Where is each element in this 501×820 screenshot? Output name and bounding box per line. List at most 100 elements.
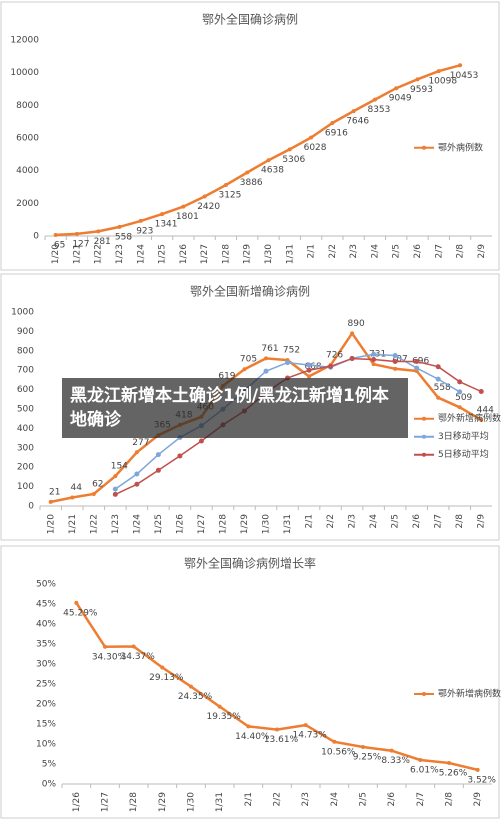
x-tick-label: 1/28 [218, 514, 228, 534]
point [198, 438, 204, 444]
x-tick-label: 2/6 [413, 244, 423, 259]
y-tick-label: 10% [36, 740, 56, 750]
x-tick-label: 1/31 [283, 514, 293, 534]
x-tick-label: 1/26 [179, 244, 189, 264]
x-tick-label: 2/4 [369, 514, 379, 529]
point [475, 767, 480, 772]
point [48, 499, 53, 504]
x-tick-label: 2/3 [301, 792, 311, 806]
data-label: 45.29% [63, 608, 98, 618]
point [181, 204, 186, 209]
x-tick-label: 1/21 [68, 514, 78, 534]
point [96, 229, 101, 234]
data-label: 726 [326, 351, 343, 361]
legend-marker [422, 416, 426, 421]
x-tick-label: 1/26 [175, 514, 185, 534]
data-label: 62 [92, 479, 103, 489]
point [263, 368, 269, 374]
x-tick-label: 1/22 [94, 244, 104, 264]
y-tick-label: 800 [17, 346, 34, 356]
chart-panel [0, 1, 500, 271]
y-tick-label: 0% [42, 780, 57, 790]
y-tick-label: 700 [17, 366, 34, 376]
data-label: 668 [304, 362, 321, 372]
point [414, 358, 420, 364]
data-label: 3886 [240, 178, 263, 188]
legend-label: 鄂外病例数 [438, 141, 483, 153]
point [458, 63, 463, 68]
data-label: 752 [283, 346, 300, 356]
data-label: 154 [111, 462, 128, 472]
chart-title: 鄂外全国确诊病例增长率 [184, 556, 316, 571]
x-tick-label: 1/27 [200, 244, 210, 264]
y-tick-label: 2000 [16, 199, 39, 209]
y-tick-label: 0 [28, 502, 34, 512]
y-tick-label: 6000 [16, 134, 39, 144]
point [160, 212, 165, 217]
point [303, 723, 308, 728]
point [160, 665, 165, 670]
point [394, 86, 399, 91]
x-tick-label: 1/25 [154, 514, 164, 534]
data-label: 9593 [410, 85, 433, 95]
legend-marker [422, 692, 426, 696]
legend-label: 5日移动平均 [438, 448, 489, 460]
data-label: 21 [49, 487, 60, 497]
data-label: 10453 [450, 71, 479, 81]
x-tick-label: 1/20 [51, 244, 61, 264]
x-tick-label: 1/27 [197, 514, 207, 534]
x-tick-label: 2/5 [391, 514, 401, 528]
data-label: 10098 [428, 77, 457, 87]
point [418, 757, 423, 762]
data-label: 3125 [218, 190, 241, 200]
x-tick-label: 1/22 [89, 514, 99, 534]
y-tick-label: 15% [36, 720, 56, 730]
x-tick-label: 1/23 [111, 514, 121, 534]
point [371, 351, 377, 357]
point [389, 748, 394, 753]
data-label: 19.35% [207, 712, 242, 722]
x-tick-label: 2/2 [328, 244, 338, 258]
point [275, 727, 279, 732]
data-label: 4638 [261, 166, 284, 176]
y-tick-label: 600 [17, 385, 34, 395]
x-tick-label: 2/7 [434, 244, 444, 258]
x-tick-label: 1/31 [215, 792, 225, 812]
x-tick-label: 2/9 [477, 244, 487, 259]
series-line [114, 357, 482, 496]
point [307, 374, 312, 379]
x-tick-label: 2/1 [244, 792, 254, 806]
point [134, 481, 140, 487]
point [447, 760, 451, 765]
data-label: 761 [261, 344, 278, 354]
x-tick-label: 2/1 [307, 244, 317, 258]
data-label: 34.37% [121, 652, 156, 662]
point [155, 467, 161, 473]
point [435, 364, 441, 370]
point [332, 739, 337, 744]
point [217, 704, 222, 709]
data-label: 705 [240, 355, 257, 365]
data-label: 14.40% [235, 732, 270, 742]
y-tick-label: 5% [42, 760, 57, 770]
point [478, 389, 484, 395]
data-label: 127 [72, 239, 89, 249]
point [287, 147, 292, 152]
y-tick-label: 25% [36, 680, 56, 690]
point [436, 395, 441, 400]
data-label: 923 [136, 226, 153, 236]
point [74, 231, 79, 236]
data-label: 277 [132, 438, 149, 448]
x-tick-label: 2/6 [412, 514, 422, 529]
point [392, 352, 398, 358]
series-line [55, 64, 461, 237]
data-label: 24.35% [178, 692, 213, 702]
point [189, 684, 193, 689]
data-label: 65 [54, 240, 65, 250]
legend-label: 3日移动平均 [438, 430, 489, 442]
point [202, 194, 207, 199]
x-tick-label: 2/5 [392, 244, 402, 258]
point [177, 453, 183, 459]
data-label: 8.33% [381, 756, 410, 766]
x-tick-label: 2/5 [359, 792, 369, 806]
